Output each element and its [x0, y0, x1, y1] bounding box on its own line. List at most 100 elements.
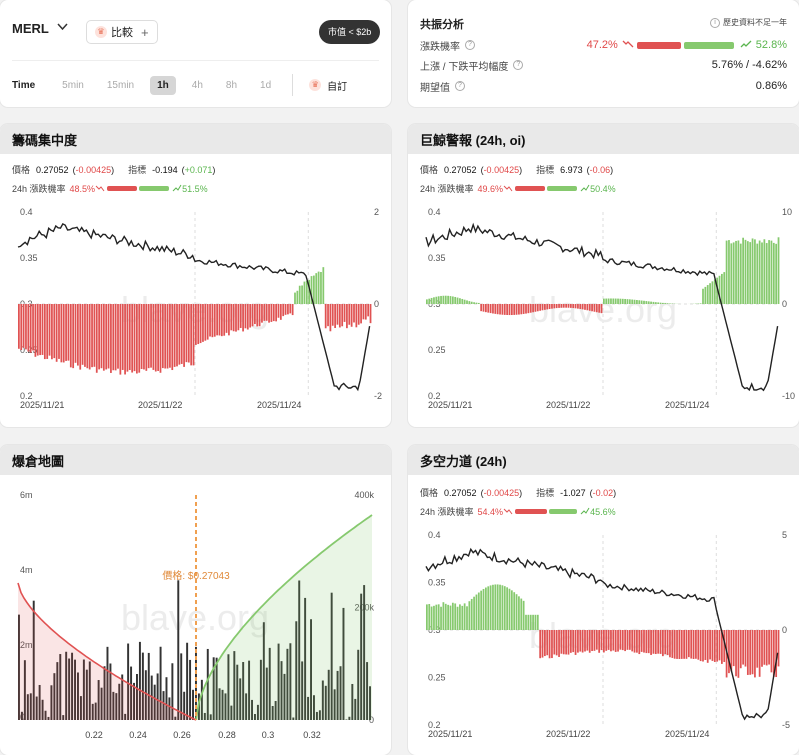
liquidation-bar: [118, 683, 121, 720]
indicator-bar: [716, 277, 719, 304]
y-tick-label: 10: [782, 207, 792, 217]
indicator-bar: [671, 630, 674, 658]
indicator-bar: [251, 304, 254, 327]
indicator-bar: [317, 271, 320, 304]
indicator-bar: [742, 630, 744, 665]
indicator-bar: [749, 242, 752, 304]
indicator-bar: [154, 304, 157, 372]
indicator-bar: [669, 303, 671, 304]
indicator-bar: [619, 630, 622, 650]
indicator-bar: [697, 630, 700, 660]
liquidation-bar: [56, 662, 59, 720]
indicator-bar: [145, 304, 148, 371]
indicator-bar: [350, 304, 353, 327]
liquidation-bar: [85, 669, 88, 720]
indicator-bar: [610, 298, 612, 304]
down-prob-bar: [515, 186, 546, 191]
indicator-bar: [624, 630, 626, 652]
timeframe-1d[interactable]: 1d: [260, 79, 272, 91]
indicator-bar: [506, 587, 508, 630]
liquidation-bar: [20, 711, 23, 720]
indicator-bar: [574, 304, 577, 309]
x-tick-label: 2025/11/24: [665, 729, 709, 739]
liquidation-bar: [274, 701, 277, 720]
indicator-bar: [645, 301, 648, 304]
indicator-bar: [506, 304, 508, 315]
watermark: blave.org: [529, 289, 677, 330]
liquidation-bar: [103, 666, 106, 720]
indicator-bar: [553, 630, 556, 655]
indicator-bar: [277, 304, 280, 318]
mcap-badge[interactable]: 市值 < $2b: [319, 20, 381, 44]
up-prob-bar: [683, 41, 734, 49]
indicator-bar: [588, 304, 591, 311]
indicator-bar: [770, 630, 773, 673]
indicator-bar: [185, 304, 188, 363]
paren: ): [519, 164, 523, 175]
indicator-bar: [220, 304, 223, 337]
timeframe-15min[interactable]: 15min: [106, 79, 135, 91]
indicator-bar: [631, 299, 634, 304]
x-tick-label: 2025/11/22: [546, 729, 590, 739]
indicator-bar: [652, 630, 655, 654]
indicator-bar: [444, 603, 447, 630]
indicator-bar: [739, 630, 742, 669]
custom-button[interactable]: ♛ 自訂: [309, 78, 347, 93]
long-liquidation-area: [196, 515, 372, 720]
liquidation-bar: [339, 666, 342, 720]
paren: ): [613, 487, 617, 498]
trend-down-icon: [95, 184, 105, 194]
indicator-bar: [539, 304, 542, 311]
indicator-bar: [29, 304, 32, 353]
indicator-bar: [79, 304, 82, 370]
long-short-chart: 0.40.350.30.250.250-5blave.org2025/11/21…: [425, 530, 790, 739]
compare-button[interactable]: ♛ 比較 +: [86, 20, 158, 44]
indicator-bar: [310, 276, 313, 304]
timeframe-1h[interactable]: 1h: [150, 75, 176, 95]
indicator-bar: [742, 237, 744, 304]
trend-up-icon: [580, 184, 590, 194]
ticker-select[interactable]: MERL: [12, 21, 68, 36]
liquidation-bar: [333, 689, 336, 720]
indicator-bar: [716, 630, 719, 662]
x-tick-label: 0.28: [218, 730, 236, 740]
liquidation-bar: [68, 658, 71, 720]
timeframe-4h[interactable]: 4h: [191, 79, 203, 91]
indicator-bar: [364, 304, 367, 320]
indicator-bar: [86, 304, 89, 369]
indicator-bar: [67, 304, 70, 361]
help-icon[interactable]: ?: [513, 60, 524, 70]
indicator-bar: [662, 630, 664, 657]
help-icon[interactable]: ?: [465, 40, 475, 50]
prob-label: 漲跌機率: [420, 41, 460, 53]
indicator-bar: [739, 243, 742, 304]
indicator-bar: [513, 592, 516, 630]
paren: ): [519, 487, 523, 498]
indicator-bar: [548, 630, 551, 659]
indicator-bar: [58, 304, 60, 359]
long-short-card: 多空力道 (24h) 價格 0.27052 (-0.00425) 指標 -1.0…: [408, 445, 799, 755]
indicator-bar: [334, 304, 336, 329]
card-title: 多空力道 (24h): [408, 445, 799, 475]
card-title: 爆倉地圖: [0, 445, 391, 475]
indicator-bar: [190, 304, 193, 366]
indicator-bar: [209, 304, 211, 337]
indicator-bar: [503, 586, 506, 630]
indicator-bar: [548, 304, 551, 309]
paren: ): [610, 164, 614, 175]
timeframe-5min[interactable]: 5min: [62, 79, 84, 91]
help-icon[interactable]: ?: [455, 81, 465, 91]
indicator-bar: [275, 304, 277, 322]
timeframe-8h[interactable]: 8h: [225, 79, 238, 91]
liquidation-bar: [265, 667, 268, 720]
indicator-bar: [477, 302, 480, 304]
indicator-bar: [584, 304, 586, 310]
liquidation-bar: [35, 696, 38, 720]
indicator-bar: [761, 630, 763, 667]
indicator-bar: [442, 295, 445, 304]
indicator-bar: [244, 304, 247, 329]
chip-concentration-card: 籌碼集中度 價格 0.27052 (-0.00425) 指標 -0.194 (+…: [0, 124, 391, 427]
indicator-bar: [128, 304, 131, 371]
